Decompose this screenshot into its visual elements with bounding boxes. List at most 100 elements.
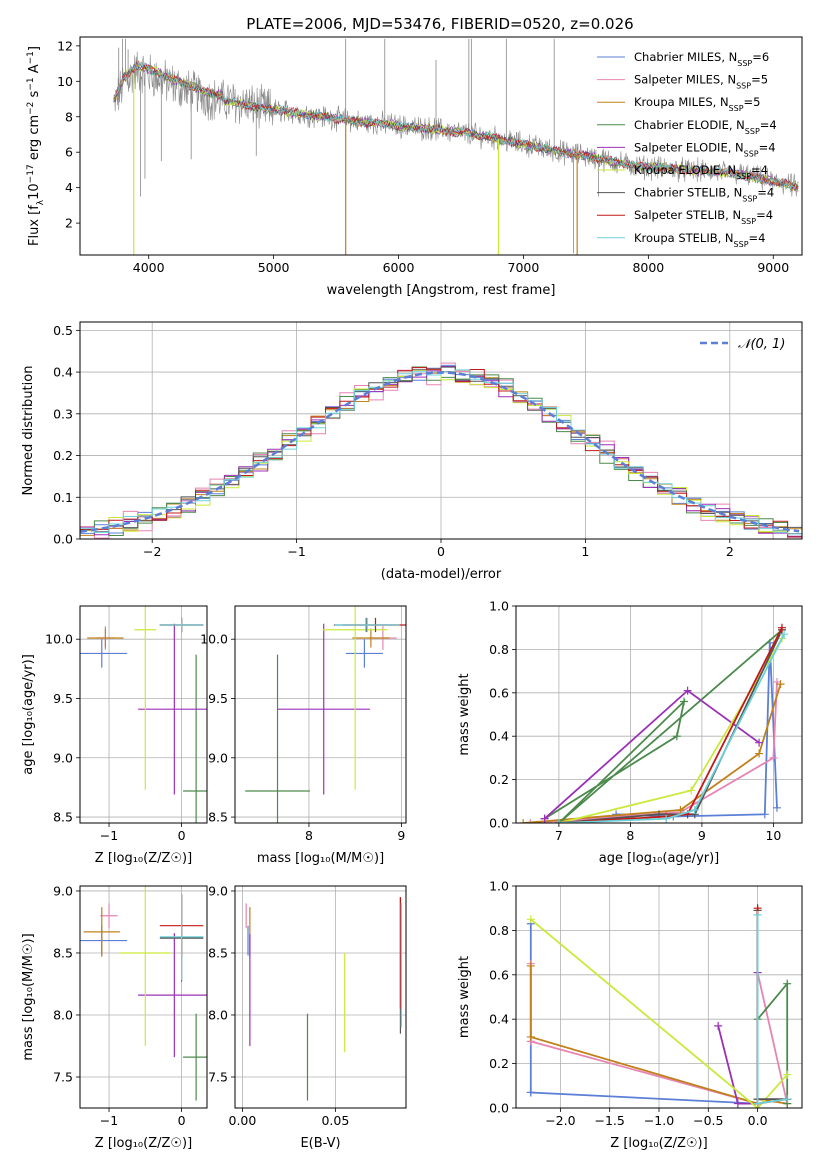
- weight_vs_Z-xtick-label-0: −2.0: [545, 1113, 575, 1128]
- weight_vs_age-plot-area: [519, 623, 789, 823]
- weight_vs_age-xlabel: age [log₁₀(age/yr)]: [599, 851, 720, 866]
- weight_vs_Z-xtick-label-4: 0.0: [748, 1113, 768, 1128]
- spectrum-ylabel-part-10: ]: [27, 46, 42, 51]
- residuals-hist-sa_stelib: [80, 367, 802, 539]
- age_vs_mass-axes: 8 9 8.5 9.0 9.5 10.0 mass [log₁₀(M/M☉)]: [200, 606, 406, 866]
- weight_vs_Z-marker-kr_miles-1: [526, 1032, 535, 1041]
- legend-label-main: Kroupa ELODIE, N: [634, 163, 736, 177]
- age_vs_mass-ytick-label-0: 8.5: [208, 810, 228, 825]
- legend-label-main: Salpeter ELODIE, N: [634, 140, 744, 154]
- weight_vs_Z-frame: [515, 885, 803, 1109]
- residuals-ytick-label-1: 0.1: [53, 490, 73, 505]
- spectrum-legend-label-0: Chabrier MILES, NSSP=6: [634, 50, 769, 68]
- spectrum-legend-label-2: Kroupa MILES, NSSP=5: [634, 95, 760, 113]
- spectrum-ylabel-part-2: 10: [27, 183, 42, 200]
- mass_vs_Z-ylabel: mass [log₁₀(M/M☉)]: [21, 933, 36, 1060]
- spectrum-ytick-label-3: 8: [65, 109, 73, 124]
- spectrum-ylabel-part-0: Flux [f: [27, 205, 42, 246]
- mass_vs_ebv-ytick-label-0: 7.5: [208, 1069, 228, 1084]
- spectrum-ylabel-part-9: −1: [26, 51, 36, 64]
- weight_vs_Z-marker-sa_elodie-1: [733, 1099, 742, 1108]
- weight_vs_Z-ytick-label-0: 0.0: [489, 1101, 509, 1116]
- weight_vs_age-ytick-label-4: 0.8: [489, 642, 509, 657]
- legend-label-main: Chabrier STELIB, N: [634, 186, 742, 200]
- weight_vs_age-ylabel: mass weight: [457, 673, 472, 755]
- weight_vs_age-line-kr_stelib: [558, 633, 785, 823]
- weight_vs_age-xtick-label-3: 10: [765, 828, 781, 843]
- age_vs_Z-axes: −1 0 8.5 9.0 9.5 10.0 Z [log₁₀(Z/Z☉)] age [log₁…: [21, 606, 207, 866]
- legend-label-suffix: =5: [751, 73, 768, 87]
- legend-label-main: Chabrier MILES, N: [634, 50, 737, 64]
- legend-label-main: Salpeter STELIB, N: [634, 208, 741, 222]
- weight_vs_age-marker-ch_miles-4: [772, 803, 781, 812]
- spectrum-ylabel-part-3: −17: [26, 164, 36, 183]
- spectrum-ytick-label-5: 12: [57, 38, 73, 53]
- legend-label-suffix: =4: [749, 231, 766, 245]
- weight_vs_age-marker-kr_elodie-1: [687, 786, 696, 795]
- residuals-plot-area: [80, 362, 802, 539]
- age_vs_Z-xtick-label-1: 0: [178, 828, 186, 843]
- residuals-ytick-label-3: 0.3: [53, 406, 73, 421]
- age_vs_Z-frame: [79, 605, 208, 824]
- weight_vs_age-xtick-label-0: 7: [555, 828, 563, 843]
- spectrum-xlabel: wavelength [Angstrom, rest frame]: [327, 283, 556, 298]
- mass_vs_Z-ytick-label-3: 9.0: [53, 883, 73, 898]
- residuals-legend-label: 𝒩(0, 1): [738, 337, 785, 352]
- spectrum-ytick-label-1: 4: [65, 180, 73, 195]
- weight_vs_age-ytick-label-1: 0.2: [489, 772, 509, 787]
- age_vs_Z-ytick-label-0: 8.5: [53, 810, 73, 825]
- legend-label-sub: SSP: [734, 239, 749, 248]
- legend-label-sub: SSP: [744, 149, 759, 158]
- residuals-hist-kr_stelib: [80, 369, 802, 539]
- legend-label-main: Kroupa MILES, N: [634, 95, 729, 109]
- spectrum-legend-label-4: Salpeter ELODIE, NSSP=4: [634, 140, 776, 158]
- weight_vs_Z-line-sa_elodie: [717, 972, 759, 1105]
- spectrum-xtick-label-5: 9000: [757, 260, 789, 275]
- legend-label-sub: SSP: [736, 172, 751, 181]
- weight_vs_age-marker-ch_elodie-1: [672, 732, 681, 741]
- mass_vs_Z-frame: [79, 885, 208, 1109]
- residuals-xlabel: (data-model)/error: [381, 567, 502, 582]
- weight_vs_Z-marker-ch_miles-2: [526, 1088, 535, 1097]
- weight_vs_age-xtick-label-1: 8: [626, 828, 634, 843]
- mass_vs_ebv-frame: [234, 885, 407, 1109]
- spectrum-xtick-label-3: 7000: [508, 260, 540, 275]
- weight_vs_Z-xtick-label-2: −1.0: [644, 1113, 674, 1128]
- spectrum-xtick-label-2: 6000: [383, 260, 415, 275]
- spectrum-legend-label-3: Chabrier ELODIE, NSSP=4: [634, 118, 777, 136]
- mass_vs_ebv-xlabel: E(B-V): [300, 1136, 340, 1151]
- legend-label-sub: SSP: [741, 217, 756, 226]
- mass_vs_ebv-xtick-label-0: 0.00: [229, 1113, 257, 1128]
- spectrum-legend-label-7: Salpeter STELIB, NSSP=4: [634, 208, 773, 226]
- weight_vs_age-line-sa_miles: [530, 681, 778, 823]
- weight_vs_age-marker-sa_elodie-2: [755, 738, 764, 747]
- spectrum-model-ch_stelib: [113, 64, 799, 191]
- figure-title: PLATE=2006, MJD=53476, FIBERID=0520, z=0…: [246, 15, 633, 33]
- spectrum-ylabel-part-1: λ: [36, 199, 46, 205]
- legend-label-suffix: =5: [744, 95, 761, 109]
- weight_vs_age-marker-sa_miles-0: [526, 819, 535, 823]
- residuals-frame: [79, 321, 803, 540]
- spectrum-ylabel-part-8: A: [27, 64, 42, 77]
- spectrum-xtick-label-4: 8000: [632, 260, 664, 275]
- weight_vs_age-marker-sa_stelib-3: [777, 623, 786, 632]
- weight_vs_age-marker-kr_miles-2: [755, 749, 764, 758]
- spectrum-xtick-label-1: 5000: [258, 260, 290, 275]
- weight_vs_age-line-kr_elodie: [558, 638, 783, 823]
- weight_vs_Z-line-kr_elodie: [530, 918, 788, 1108]
- age_vs_mass-xtick-label-1: 9: [397, 828, 405, 843]
- weight_vs_age-ytick-label-5: 1.0: [489, 599, 509, 614]
- mass_vs_ebv-xtick-label-1: 0.05: [321, 1113, 349, 1128]
- spectrum-model-kr_stelib: [113, 60, 799, 191]
- legend-label-suffix: =4: [756, 208, 773, 222]
- age_vs_mass-ytick-label-1: 9.0: [208, 750, 228, 765]
- weight_vs_age-xtick-label-2: 9: [698, 828, 706, 843]
- legend-label-sub: SSP: [729, 104, 744, 113]
- residuals-ytick-label-2: 0.2: [53, 448, 73, 463]
- weight_vs_age-line-ch_elodie: [544, 629, 783, 823]
- residuals-axes: −2 −1 0 1 2 0.0 0.1 0.2 0.3 0.4 0.5 (data-model)/er…: [21, 322, 802, 582]
- weight_vs_Z-ytick-label-5: 1.0: [489, 879, 509, 894]
- legend-label-main: Chabrier ELODIE, N: [634, 118, 745, 132]
